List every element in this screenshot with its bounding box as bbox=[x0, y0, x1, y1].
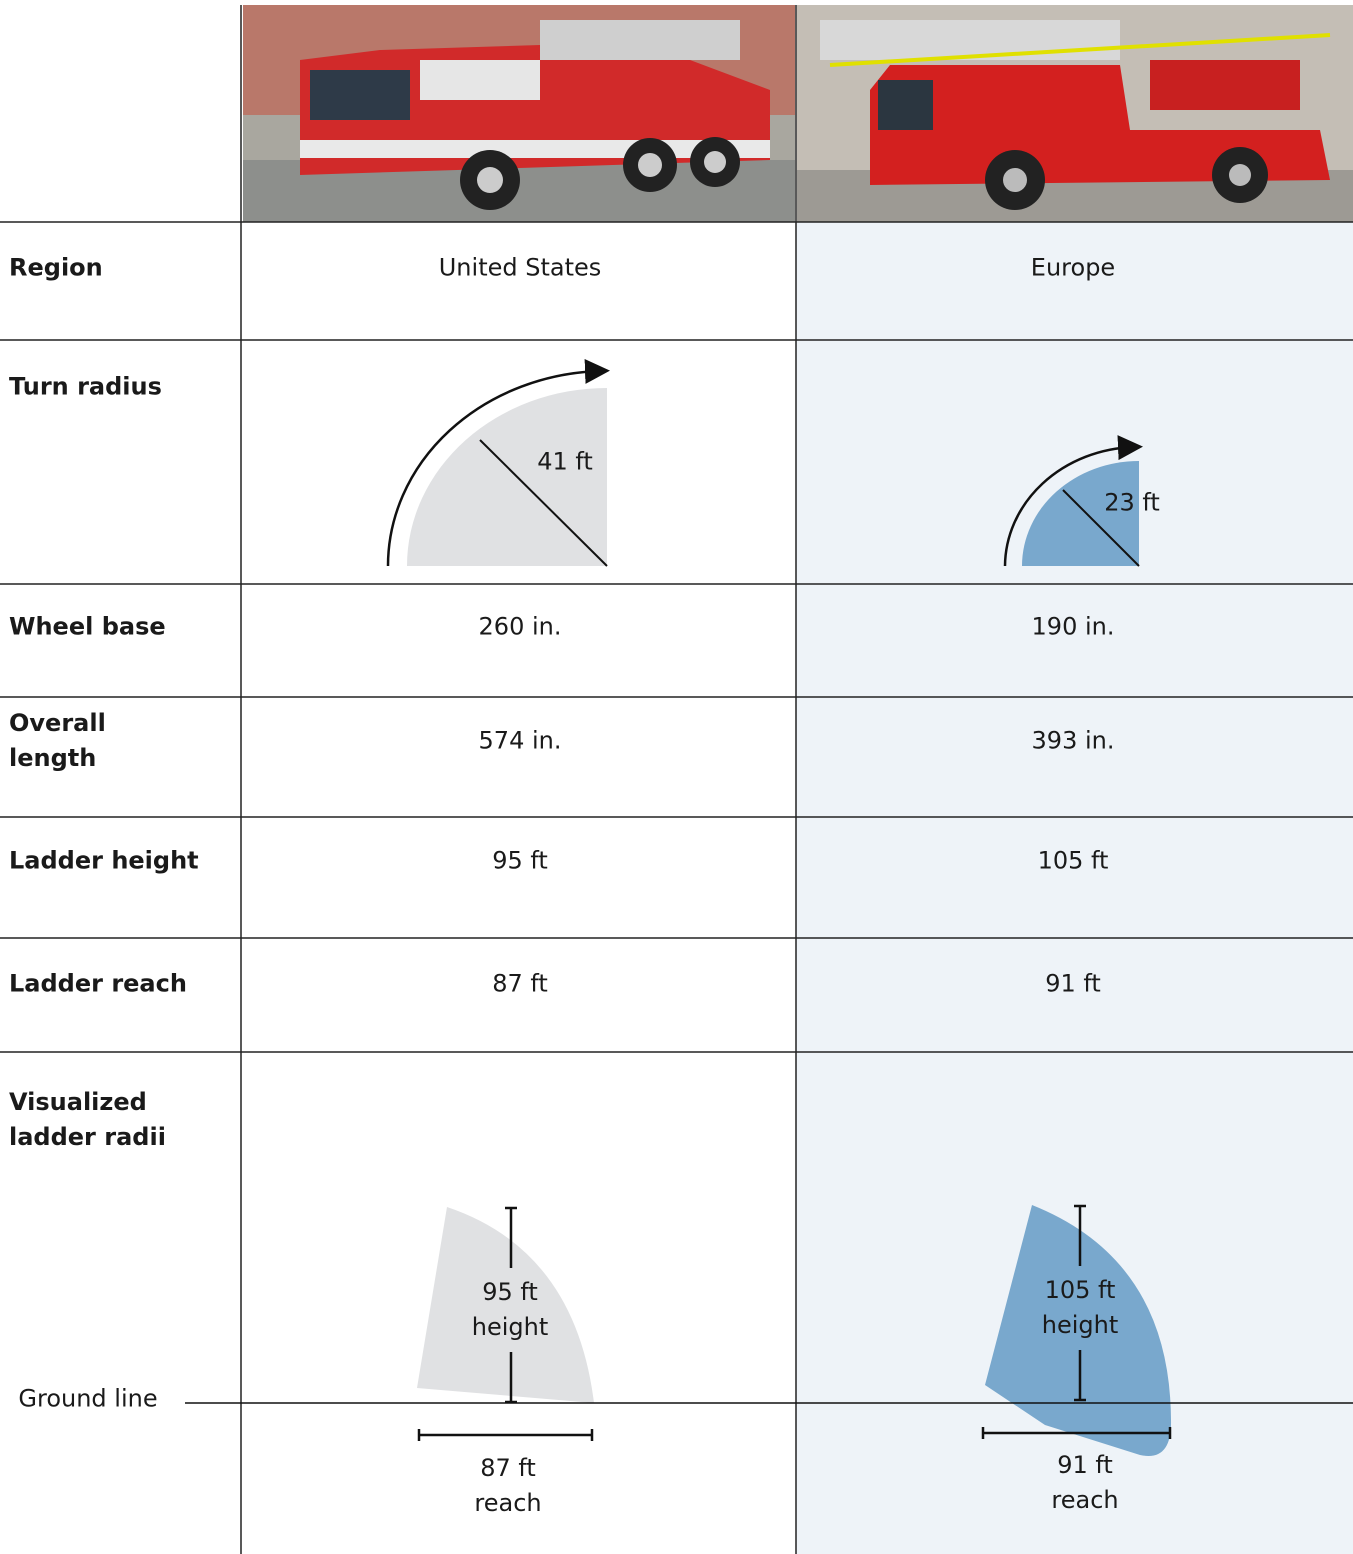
row-label: Region bbox=[9, 251, 199, 286]
height-label: 105 ft height bbox=[1035, 1273, 1125, 1343]
row-label: Turn radius bbox=[9, 370, 199, 405]
cell-value: Europe bbox=[1031, 251, 1115, 286]
row-label: Overall length bbox=[9, 706, 199, 776]
layout bbox=[0, 0, 1353, 1554]
cell-value: 105 ft bbox=[1038, 844, 1109, 879]
cell-value: 91 ft bbox=[1045, 967, 1101, 1002]
us-truck-image bbox=[243, 5, 795, 222]
cell-value: 393 in. bbox=[1032, 724, 1115, 759]
row-label: Ladder height bbox=[9, 844, 199, 879]
reach-label: 87 ft reach bbox=[468, 1451, 548, 1521]
cell-value: 41 ft bbox=[537, 445, 593, 480]
height-label: 95 ft height bbox=[465, 1275, 555, 1345]
cell-value: 87 ft bbox=[492, 967, 548, 1002]
cell-value: 574 in. bbox=[479, 724, 562, 759]
row-label: Ladder reach bbox=[9, 967, 199, 1002]
cell-value: 23 ft bbox=[1104, 486, 1160, 521]
comparison-page: Region United States Europe Turn radius 41 f… bbox=[0, 0, 1353, 1554]
cell-value: 95 ft bbox=[492, 844, 548, 879]
cell-value: 190 in. bbox=[1032, 610, 1115, 645]
row-label: Visualized ladder radii bbox=[9, 1085, 199, 1155]
reach-label: 91 ft reach bbox=[1045, 1448, 1125, 1518]
row-label: Wheel base bbox=[9, 610, 199, 645]
cell-value: United States bbox=[439, 251, 602, 286]
eu-truck-image bbox=[797, 5, 1353, 222]
cell-value: 260 in. bbox=[479, 610, 562, 645]
ground-line-label: Ground line bbox=[18, 1382, 157, 1417]
